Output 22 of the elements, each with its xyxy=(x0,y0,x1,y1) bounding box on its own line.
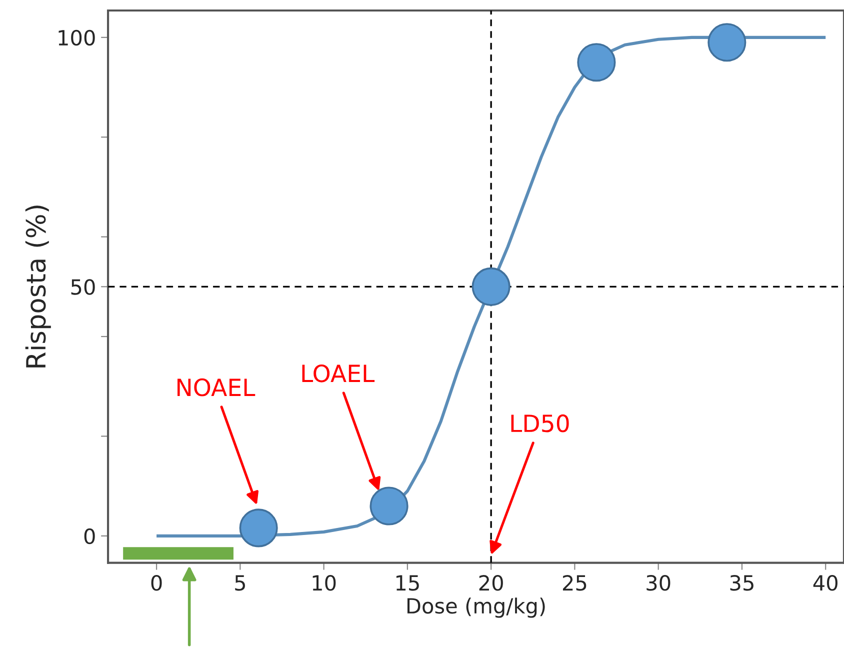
x-tick-label: 25 xyxy=(562,575,586,591)
x-tick-label: 40 xyxy=(813,575,838,591)
x-tick-label: 0 xyxy=(151,575,162,591)
x-tick-label: 30 xyxy=(646,575,670,591)
annotation: LOAEL xyxy=(302,364,375,382)
y-axis-title: Risposta (%) xyxy=(25,206,51,368)
point xyxy=(577,43,616,82)
x-tick-label: 35 xyxy=(730,575,754,591)
annotation: NOAEL xyxy=(178,378,256,396)
x-tick-label: 15 xyxy=(396,575,419,591)
point xyxy=(472,267,510,306)
y-tick-label: 100 xyxy=(58,30,95,46)
point xyxy=(708,23,746,62)
x-tick-label: 10 xyxy=(312,575,336,591)
x-tick-label: 20 xyxy=(479,575,503,591)
x-axis-title: Dose (mg/kg) xyxy=(407,598,545,618)
annotation: LD50 xyxy=(511,414,569,432)
y-tick-label: 50 xyxy=(71,279,95,295)
y-tick-label: 0 xyxy=(84,528,95,544)
x-tick-label: 5 xyxy=(235,575,245,591)
point xyxy=(239,508,278,548)
point xyxy=(370,486,408,526)
